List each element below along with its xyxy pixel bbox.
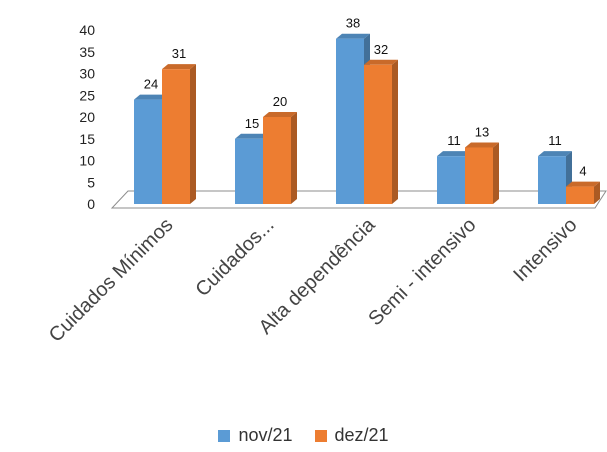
data-label-dez-21-intensivo: 4 <box>579 164 586 179</box>
category-label-semi-intensivo: Semi - intensivo <box>364 214 480 330</box>
y-tick-30: 30 <box>79 66 95 82</box>
x-axis-categories: Cuidados Mínimos Cuidados...Alta dependên… <box>45 213 582 346</box>
bar-dez-21-intensivo <box>566 186 594 204</box>
legend-swatch-nov21 <box>218 429 231 442</box>
y-axis-ticks: 0 5 10 15 20 25 30 35 40 <box>79 22 95 212</box>
y-tick-0: 0 <box>87 196 95 212</box>
bar-side-dez-21-semi-intensivo <box>493 142 499 204</box>
bar-nov-21-alta-dependencia <box>336 38 364 205</box>
data-label-nov-21-intensivo: 11 <box>548 133 562 148</box>
y-tick-10: 10 <box>79 153 95 169</box>
y-tick-15: 15 <box>79 131 95 147</box>
data-labels: 24 31 15 20 38 32 11 13 11 4 <box>144 16 587 179</box>
bar-top-nov-21-cuidados-minimos <box>134 94 168 100</box>
bar-dez-21-cuidados-minimos <box>162 69 190 205</box>
bar-dez-21-alta-dependencia <box>364 64 392 204</box>
data-label-dez-21-semi-intensivo: 13 <box>475 124 489 139</box>
bar-nov-21-cuidados <box>235 138 263 204</box>
data-label-nov-21-semi-intensivo: 11 <box>447 133 461 148</box>
bar-nov-21-semi-intensivo <box>437 156 465 204</box>
category-label-intensivo: Intensivo <box>509 214 581 286</box>
legend-item-nov21: nov/21 <box>218 425 293 446</box>
bar-top-nov-21-alta-dependencia <box>336 33 370 39</box>
y-tick-40: 40 <box>79 22 95 38</box>
category-label-cuidados-minimos: Cuidados Mínimos <box>45 214 178 347</box>
bar-dez-21-semi-intensivo <box>465 147 493 204</box>
bar-top-dez-21-alta-dependencia <box>364 59 398 65</box>
data-label-dez-21-alta-dependencia: 32 <box>374 42 388 57</box>
bar-side-dez-21-cuidados-minimos <box>190 64 196 205</box>
data-label-nov-21-cuidados-minimos: 24 <box>144 77 158 92</box>
legend-item-dez21: dez/21 <box>314 425 389 446</box>
y-tick-5: 5 <box>87 174 95 190</box>
bar-top-dez-21-cuidados <box>263 112 297 117</box>
bar-top-dez-21-intensivo <box>566 181 600 187</box>
bar-top-nov-21-cuidados <box>235 133 269 139</box>
category-label-cuidados: Cuidados... <box>191 214 278 301</box>
bar-side-dez-21-cuidados <box>291 112 297 204</box>
bar-top-dez-21-cuidados-minimos <box>162 64 196 70</box>
legend-label-dez21: dez/21 <box>334 425 389 445</box>
data-label-dez-21-cuidados: 20 <box>273 94 287 109</box>
bar-top-nov-21-intensivo <box>538 151 572 157</box>
bar-side-dez-21-alta-dependencia <box>392 59 398 204</box>
bar-side-dez-21-intensivo <box>594 181 600 204</box>
bar-top-nov-21-semi-intensivo <box>437 151 471 157</box>
data-label-dez-21-cuidados-minimos: 31 <box>172 46 186 61</box>
bar-top-dez-21-semi-intensivo <box>465 142 499 148</box>
data-label-nov-21-alta-dependencia: 38 <box>346 16 360 31</box>
y-tick-25: 25 <box>79 87 95 103</box>
legend-label-nov21: nov/21 <box>238 425 293 445</box>
y-tick-20: 20 <box>79 109 95 125</box>
data-label-nov-21-cuidados: 15 <box>245 116 259 131</box>
legend-swatch-dez21 <box>314 429 327 442</box>
bars <box>134 33 600 205</box>
legend: nov/21 dez/21 <box>0 425 607 446</box>
y-tick-35: 35 <box>79 44 95 60</box>
bar-dez-21-cuidados <box>263 117 291 204</box>
bar-nov-21-cuidados-minimos <box>134 99 162 204</box>
bar-nov-21-intensivo <box>538 156 566 204</box>
